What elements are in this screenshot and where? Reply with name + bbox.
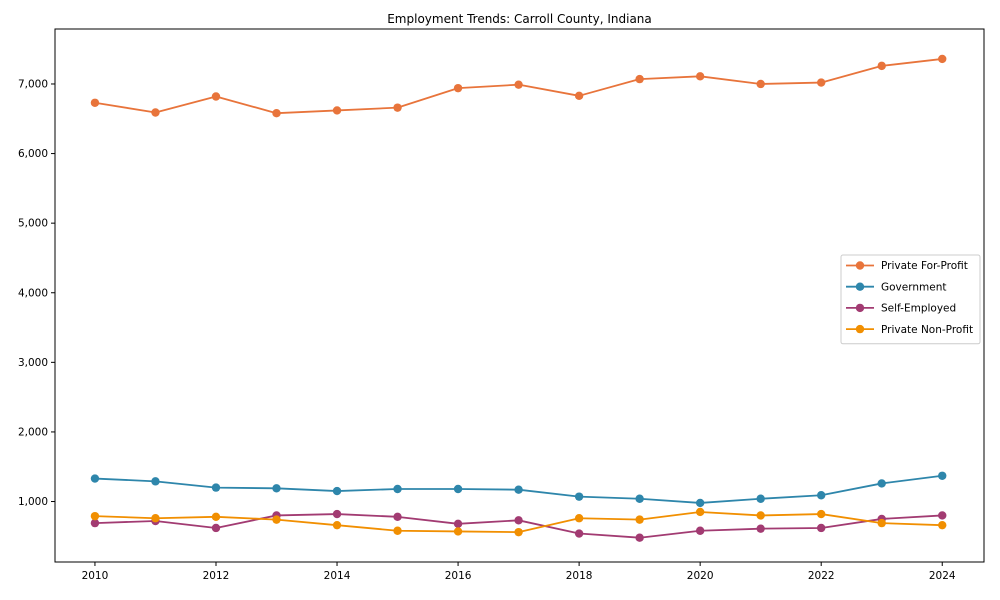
legend-label: Private For-Profit <box>881 260 968 272</box>
marker-private-non-profit <box>635 515 644 524</box>
x-tick-label: 2020 <box>687 570 714 582</box>
marker-self-employed <box>938 511 947 520</box>
legend-marker <box>855 261 865 270</box>
marker-self-employed <box>211 523 221 533</box>
y-tick-label: 6,000 <box>18 148 48 160</box>
marker-private-non-profit <box>90 511 100 521</box>
marker-government <box>938 471 947 480</box>
y-tick-label: 3,000 <box>18 357 48 369</box>
marker-government <box>635 494 644 503</box>
marker-self-employed <box>695 526 705 535</box>
marker-private-for-profit <box>332 106 342 115</box>
legend-label: Private Non-Profit <box>881 324 973 336</box>
y-tick-label: 5,000 <box>18 218 48 230</box>
marker-self-employed <box>816 523 826 533</box>
marker-private-for-profit <box>90 98 100 107</box>
marker-private-non-profit <box>695 507 705 517</box>
marker-private-non-profit <box>574 514 584 523</box>
marker-private-for-profit <box>756 79 765 89</box>
marker-private-for-profit <box>514 80 523 89</box>
marker-private-for-profit <box>635 74 644 84</box>
marker-self-employed <box>574 529 584 538</box>
marker-private-non-profit <box>211 512 221 522</box>
marker-private-non-profit <box>877 518 886 528</box>
legend-item-government: Government <box>846 281 946 293</box>
legend-box <box>840 254 981 345</box>
marker-private-non-profit <box>272 515 281 524</box>
legend-item-private-non-profit: Private Non-Profit <box>846 324 973 336</box>
marker-government <box>695 498 705 508</box>
series-private-for-profit <box>90 54 947 118</box>
legend-label: Government <box>881 281 946 293</box>
x-tick-label: 2014 <box>324 570 351 582</box>
marker-government <box>574 492 584 501</box>
marker-self-employed <box>453 519 463 528</box>
legend-item-private-for-profit: Private For-Profit <box>846 260 968 272</box>
x-tick-label: 2016 <box>445 570 472 582</box>
marker-private-non-profit <box>756 511 765 520</box>
marker-private-for-profit <box>272 109 281 118</box>
marker-self-employed <box>756 524 765 533</box>
x-tick-label: 2012 <box>203 570 230 582</box>
y-tick-label: 4,000 <box>18 287 48 299</box>
marker-government <box>816 491 826 500</box>
y-tick-label: 1,000 <box>18 496 48 508</box>
legend-marker <box>855 303 865 313</box>
x-tick-label: 2010 <box>82 570 109 582</box>
marker-private-non-profit <box>816 509 826 519</box>
plot-area: 1,000 2,000 3,000 4,000 5,000 6,000 7,000 2010 2… <box>18 28 985 582</box>
marker-government <box>877 479 886 488</box>
marker-self-employed <box>635 533 644 542</box>
series-private-non-profit <box>90 507 947 537</box>
marker-private-for-profit <box>816 78 826 87</box>
legend-label: Self-Employed <box>881 303 956 315</box>
marker-self-employed <box>332 509 342 519</box>
chart-title: Employment Trends: Carroll County, India… <box>387 12 652 26</box>
marker-private-for-profit <box>151 108 160 117</box>
marker-government <box>272 484 281 493</box>
marker-government <box>756 494 765 503</box>
marker-private-for-profit <box>211 92 221 101</box>
marker-private-for-profit <box>453 83 463 93</box>
marker-private-for-profit <box>877 61 886 71</box>
marker-private-for-profit <box>574 91 584 101</box>
marker-government <box>211 483 221 492</box>
marker-private-non-profit <box>332 520 342 530</box>
marker-private-non-profit <box>151 514 160 523</box>
marker-government <box>393 484 402 494</box>
marker-private-non-profit <box>393 526 402 535</box>
series-government <box>90 471 947 508</box>
marker-private-non-profit <box>453 527 463 536</box>
legend-item-self-employed: Self-Employed <box>846 303 956 315</box>
marker-private-for-profit <box>938 54 947 64</box>
y-tick-label: 7,000 <box>18 78 48 90</box>
marker-private-non-profit <box>938 520 947 530</box>
y-tick-label: 2,000 <box>18 426 48 438</box>
marker-private-non-profit <box>514 527 523 537</box>
marker-private-for-profit <box>695 72 705 81</box>
legend-marker <box>855 324 865 334</box>
marker-government <box>151 477 160 486</box>
marker-government <box>514 485 523 494</box>
marker-self-employed <box>90 518 100 528</box>
x-tick-label: 2022 <box>808 570 835 582</box>
marker-government <box>90 474 100 483</box>
x-tick-label: 2024 <box>929 570 956 582</box>
legend-marker <box>855 282 865 291</box>
marker-government <box>453 484 463 494</box>
marker-self-employed <box>393 512 402 522</box>
x-tick-label: 2018 <box>566 570 593 582</box>
marker-government <box>332 486 342 496</box>
marker-private-for-profit <box>393 103 402 112</box>
legend: Private For-Profit Government Self-Employe… <box>840 254 981 345</box>
marker-self-employed <box>514 516 523 525</box>
axes-frame <box>54 28 985 563</box>
